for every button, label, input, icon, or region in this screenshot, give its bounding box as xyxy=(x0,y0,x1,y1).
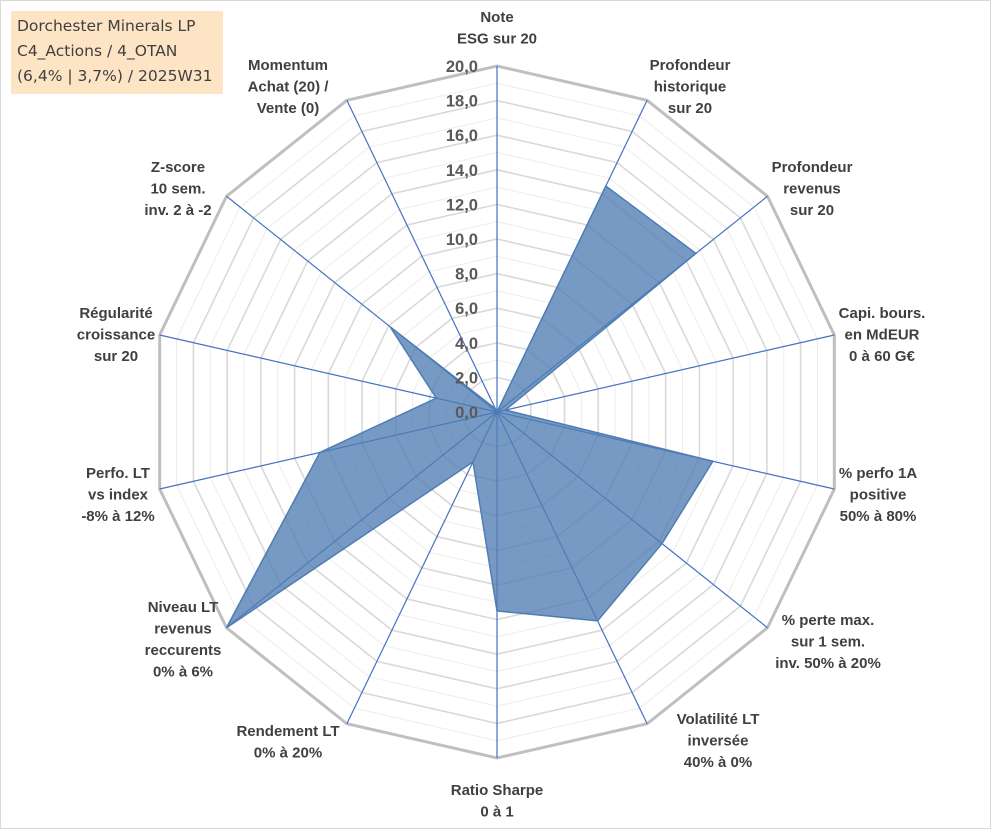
axis-label-13-line-0: Momentum xyxy=(248,57,328,74)
tick-label-7: 14,0 xyxy=(446,162,478,180)
radar-tick-labels: 0,0 2,0 4,0 6,0 8,0 10,0 12,0 14,0 16,0 18,0 20,0 xyxy=(446,58,478,422)
axis-label-2-line-0: Profondeur xyxy=(772,159,853,176)
tick-label-4: 8,0 xyxy=(455,266,478,284)
radar-spoke-3 xyxy=(496,334,835,413)
chart-title-line-2: C4_Actions / 4_OTAN xyxy=(17,42,178,60)
axis-label-1-line-1: historique xyxy=(654,79,727,96)
axis-label-6: Volatilité LT inversée 40% à 0% xyxy=(677,711,760,771)
radar-axis-labels: Note ESG sur 20 Profondeur historique sur 20… xyxy=(77,9,926,821)
radar-series xyxy=(225,184,715,629)
axis-label-8-line-1: 0% à 20% xyxy=(254,745,322,762)
axis-label-13: Momentum Achat (20) / Vente (0) xyxy=(248,57,330,117)
axis-label-13-line-2: Vente (0) xyxy=(257,100,320,117)
axis-label-9-line-0: Niveau LT xyxy=(148,599,219,616)
axis-label-1: Profondeur historique sur 20 xyxy=(650,57,731,117)
tick-label-10: 20,0 xyxy=(446,58,478,76)
tick-label-0: 0,0 xyxy=(455,404,478,422)
axis-label-11-line-2: sur 20 xyxy=(94,348,138,365)
axis-label-10-line-2: -8% à 12% xyxy=(81,508,154,525)
axis-label-12-line-1: 10 sem. xyxy=(150,181,205,198)
axis-label-2: Profondeur revenus sur 20 xyxy=(772,159,853,219)
tick-label-9: 18,0 xyxy=(446,93,478,111)
axis-label-5-line-2: inv. 50% à 20% xyxy=(775,655,881,672)
axis-label-3-line-0: Capi. bours. xyxy=(839,305,926,322)
chart-title-line-3: (6,4% | 3,7%) / 2025W31 xyxy=(17,67,213,85)
axis-label-9-line-3: 0% à 6% xyxy=(153,664,213,681)
axis-label-1-line-2: sur 20 xyxy=(668,100,712,117)
tick-label-2: 4,0 xyxy=(455,335,478,353)
axis-label-8-line-0: Rendement LT xyxy=(236,723,339,740)
axis-label-5: % perte max. sur 1 sem. inv. 50% à 20% xyxy=(775,612,881,672)
axis-label-12-line-2: inv. 2 à -2 xyxy=(144,202,211,219)
radar-spoke-8 xyxy=(346,411,498,724)
axis-label-10: Perfo. LT vs index -8% à 12% xyxy=(81,465,154,525)
axis-label-6-line-2: 40% à 0% xyxy=(684,754,752,771)
axis-label-6-line-1: inversée xyxy=(688,733,749,750)
tick-label-1: 2,0 xyxy=(455,369,478,387)
axis-label-10-line-1: vs index xyxy=(88,487,149,504)
tick-label-3: 6,0 xyxy=(455,300,478,318)
axis-label-7: Ratio Sharpe 0 à 1 xyxy=(451,782,544,821)
axis-label-4-line-2: 50% à 80% xyxy=(840,508,917,525)
axis-label-0-line-0: Note xyxy=(480,9,513,26)
radar-spoke-13 xyxy=(346,100,498,413)
chart-title-box: Dorchester Minerals LP C4_Actions / 4_OT… xyxy=(11,11,223,94)
axis-label-6-line-0: Volatilité LT xyxy=(677,711,760,728)
axis-label-4-line-1: positive xyxy=(850,487,907,504)
axis-label-8: Rendement LT 0% à 20% xyxy=(236,723,339,762)
axis-label-0-line-1: ESG sur 20 xyxy=(457,31,537,48)
axis-label-4-line-0: % perfo 1A xyxy=(839,465,918,482)
axis-label-2-line-2: sur 20 xyxy=(790,202,834,219)
axis-label-9-line-2: reccurents xyxy=(145,642,222,659)
axis-label-9-line-1: revenus xyxy=(154,621,212,638)
axis-label-13-line-1: Achat (20) / xyxy=(248,79,330,96)
axis-label-11-line-0: Régularité xyxy=(79,305,152,322)
tick-label-8: 16,0 xyxy=(446,127,478,145)
axis-label-10-line-0: Perfo. LT xyxy=(86,465,150,482)
axis-label-12-line-0: Z-score xyxy=(151,159,205,176)
axis-label-5-line-1: sur 1 sem. xyxy=(791,634,865,651)
axis-label-5-line-0: % perte max. xyxy=(782,612,875,629)
chart-title-line-1: Dorchester Minerals LP xyxy=(17,17,196,35)
axis-label-11: Régularité croissance sur 20 xyxy=(77,305,155,365)
axis-label-3-line-2: 0 à 60 G€ xyxy=(849,348,916,365)
axis-label-0: Note ESG sur 20 xyxy=(457,9,537,48)
tick-label-5: 10,0 xyxy=(446,231,478,249)
axis-label-3: Capi. bours. en MdEUR 0 à 60 G€ xyxy=(839,305,926,365)
axis-label-7-line-1: 0 à 1 xyxy=(480,804,513,821)
axis-label-11-line-1: croissance xyxy=(77,327,155,344)
axis-label-12: Z-score 10 sem. inv. 2 à -2 xyxy=(144,159,211,219)
axis-label-7-line-0: Ratio Sharpe xyxy=(451,782,544,799)
axis-label-9: Niveau LT revenus reccurents 0% à 6% xyxy=(145,599,222,681)
axis-label-4: % perfo 1A positive 50% à 80% xyxy=(839,465,918,525)
axis-label-3-line-1: en MdEUR xyxy=(845,327,920,344)
axis-label-2-line-1: revenus xyxy=(783,181,841,198)
tick-label-6: 12,0 xyxy=(446,196,478,214)
axis-label-1-line-0: Profondeur xyxy=(650,57,731,74)
